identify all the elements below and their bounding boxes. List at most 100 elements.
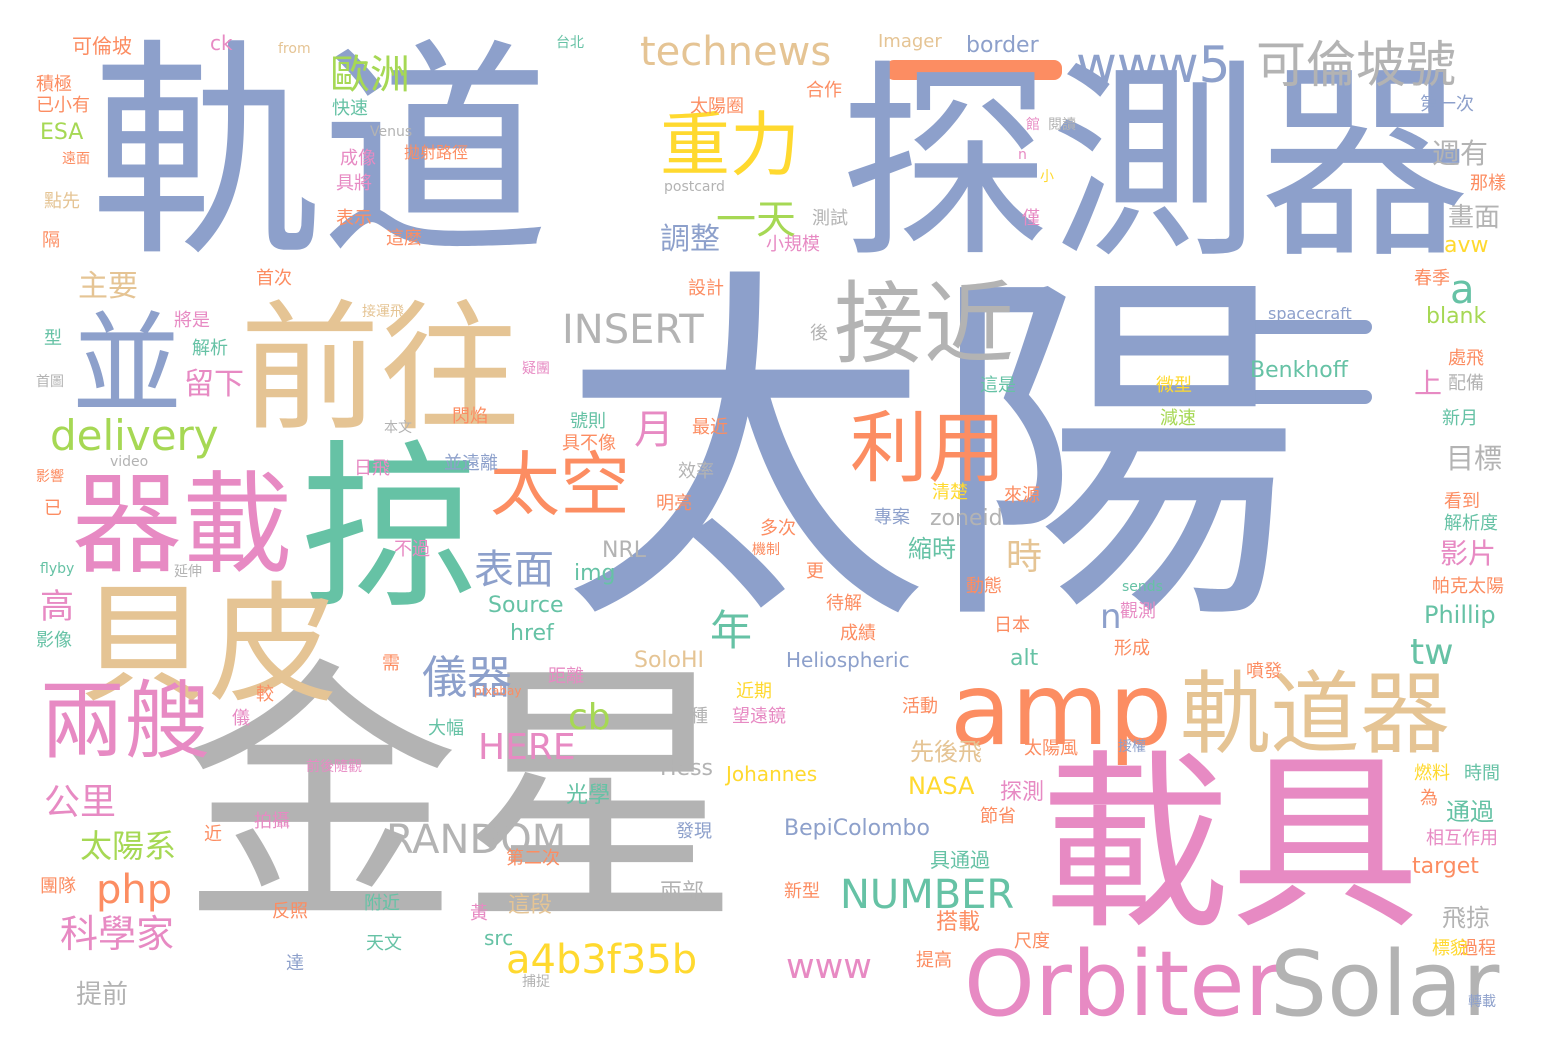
- word-157: 成績: [840, 623, 876, 644]
- word-137: 發現: [676, 821, 712, 842]
- word-109: 將是: [174, 310, 210, 331]
- word-148: 近期: [736, 681, 772, 702]
- word-3: 金星: [180, 637, 740, 963]
- word-10: 接近: [834, 272, 1014, 377]
- word-22: technews: [640, 29, 832, 75]
- word-97: 合作: [806, 80, 842, 101]
- word-112: 春季: [1414, 268, 1450, 289]
- word-12: 軌道器: [1180, 662, 1450, 767]
- word-116: 看到: [1444, 491, 1480, 512]
- word-92: sends: [1122, 579, 1163, 595]
- word-90: video: [110, 454, 149, 470]
- word-114: 配備: [1448, 373, 1484, 394]
- word-179: 首圖: [36, 374, 64, 390]
- word-155: 日本: [994, 615, 1030, 636]
- word-57: BepiColombo: [784, 816, 930, 841]
- word-187: 已小有: [36, 95, 90, 116]
- word-96: 太陽圈: [690, 96, 744, 117]
- word-138: 拍攝: [254, 811, 290, 832]
- word-11: amp: [950, 651, 1173, 768]
- word-21: 可倫坡號: [1256, 36, 1456, 94]
- word-53: Benkhoff: [1250, 358, 1348, 383]
- word-105: 測試: [812, 208, 848, 229]
- word-145: 前後隨觀: [306, 759, 362, 775]
- decorative-bar-orange: [886, 60, 1062, 80]
- word-124: 燃料: [1414, 763, 1450, 784]
- word-167: 效率: [678, 461, 714, 482]
- word-35: 科學家: [60, 912, 175, 956]
- word-80: src: [484, 926, 514, 950]
- word-29: RANDOM: [386, 817, 567, 863]
- word-69: 先後飛: [910, 738, 982, 766]
- word-33: php: [96, 867, 173, 913]
- word-140: 團隊: [40, 876, 76, 897]
- word-101: 具將: [336, 173, 372, 194]
- word-70: 光學: [566, 783, 611, 808]
- word-37: 太陽系: [80, 827, 177, 865]
- word-136: 新型: [784, 881, 820, 902]
- word-76: 搭載: [936, 910, 981, 935]
- word-5: 掠: [300, 425, 481, 634]
- word-68: 探測: [1000, 780, 1045, 805]
- word-164: 專案: [874, 507, 910, 528]
- word-195: n: [1018, 147, 1027, 163]
- word-158: 待解: [826, 593, 862, 614]
- word-123: 轉載: [1468, 994, 1496, 1010]
- word-74: 提前: [76, 980, 129, 1010]
- word-122: 標貌: [1432, 938, 1468, 959]
- word-104: 小規模: [766, 234, 820, 255]
- word-129: 尺度: [1014, 931, 1050, 952]
- word-103: 這麼: [386, 228, 422, 249]
- word-2: 探測器: [840, 42, 1471, 287]
- word-162: 不過: [394, 539, 430, 560]
- word-62: img: [574, 561, 616, 586]
- word-79: alt: [1010, 646, 1039, 671]
- word-189: 影響: [36, 469, 64, 485]
- word-118: 帕克太陽: [1432, 576, 1504, 597]
- word-58: Heliospheric: [786, 648, 910, 672]
- word-0: 太陽: [560, 240, 1300, 670]
- word-192: 減速: [1160, 408, 1196, 429]
- word-51: 影片: [1440, 537, 1497, 570]
- word-27: 儀器: [422, 651, 513, 704]
- word-44: 調整: [660, 222, 720, 257]
- word-16: 利用: [850, 404, 1007, 494]
- word-125: 為: [1420, 788, 1438, 809]
- word-75: 這段: [508, 893, 553, 918]
- word-196: 小: [1040, 169, 1054, 185]
- word-146: 大幅: [428, 718, 464, 739]
- word-128: 節省: [980, 806, 1016, 827]
- word-52: 上: [1414, 367, 1443, 400]
- word-150: 較: [256, 684, 274, 705]
- word-81: border: [966, 33, 1039, 58]
- word-93: flyby: [40, 561, 75, 577]
- word-168: 明亮: [656, 493, 692, 514]
- word-38: 年: [710, 606, 753, 655]
- word-107: 設計: [688, 278, 724, 299]
- word-65: Johannes: [726, 762, 818, 786]
- word-36: 公里: [44, 782, 117, 823]
- word-4: 載具: [1040, 734, 1421, 955]
- word-160: 機制: [752, 542, 780, 558]
- word-8: 器載: [72, 461, 292, 589]
- word-151: 儀: [232, 708, 250, 729]
- word-159: 更: [806, 561, 824, 582]
- word-83: ck: [210, 31, 233, 55]
- word-132: 天文: [366, 933, 402, 954]
- word-61: href: [510, 621, 554, 646]
- word-113: 處飛: [1448, 348, 1484, 369]
- word-32: HERE: [478, 727, 576, 768]
- word-127: 太陽風: [1024, 738, 1078, 759]
- word-45: 主要: [78, 269, 138, 304]
- word-41: n: [1100, 597, 1122, 637]
- word-183: 點先: [44, 191, 80, 212]
- word-153: 噴發: [1246, 661, 1282, 682]
- word-111: 那樣: [1470, 173, 1506, 194]
- word-77: 具通過: [930, 848, 990, 872]
- word-117: 解析度: [1444, 513, 1498, 534]
- word-95: 台北: [556, 35, 584, 51]
- word-60: Source: [488, 593, 564, 618]
- word-94: from: [278, 41, 311, 57]
- word-163: 動態: [966, 576, 1002, 597]
- word-78: 兩部: [660, 880, 705, 905]
